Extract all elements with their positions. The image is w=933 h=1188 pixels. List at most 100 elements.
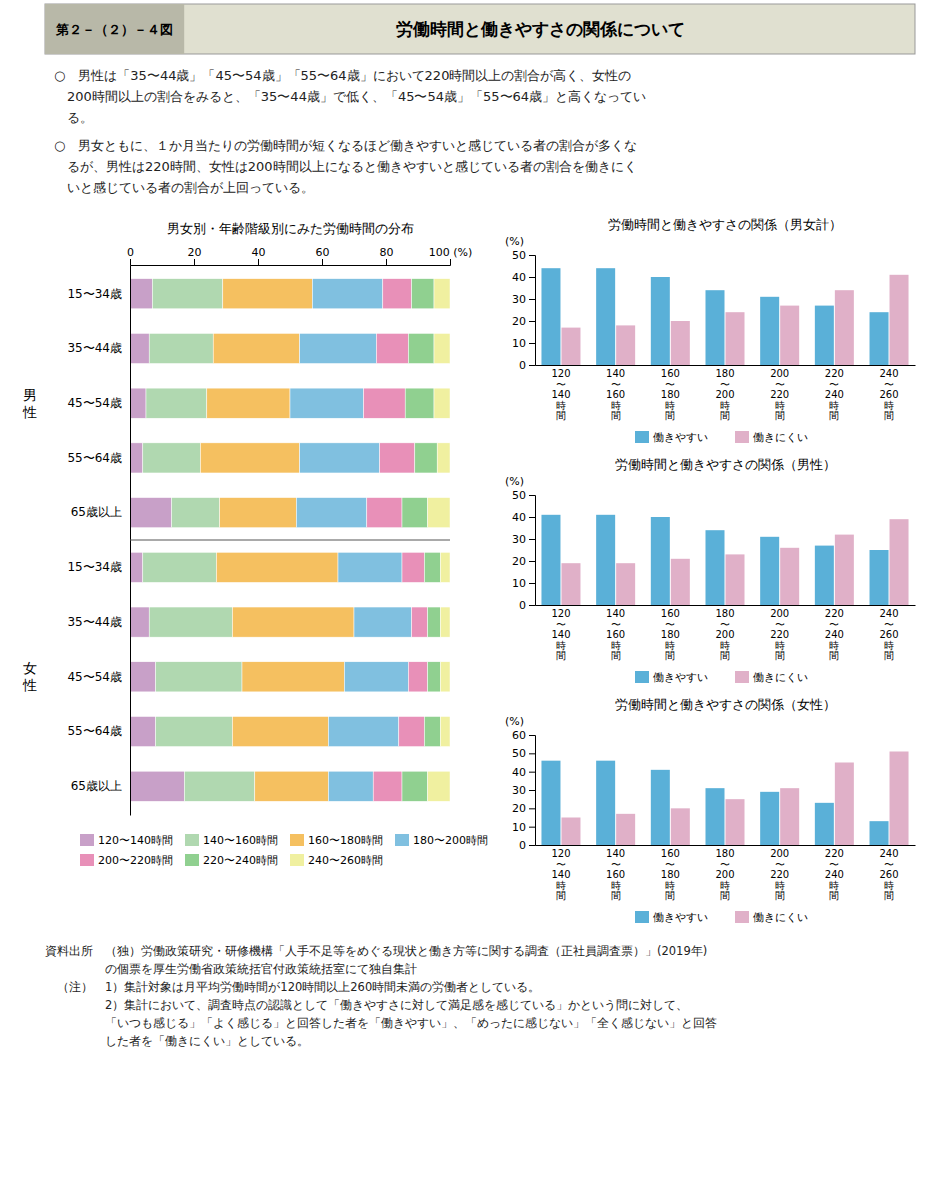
tick-label: 50 xyxy=(512,249,526,262)
legend-label: 160〜180時間 xyxy=(308,834,383,847)
tick: 140〜160時間 xyxy=(606,365,625,421)
tick-label: 10 xyxy=(512,821,526,834)
bar xyxy=(143,552,217,582)
chart-root: 第２－（２）－４図労働時間と働きやすさの関係について○ 男性は「35〜44歳」「… xyxy=(0,0,933,1188)
bar xyxy=(213,333,299,363)
text-line: 240 xyxy=(825,389,844,400)
bar xyxy=(561,328,580,365)
tick-mark xyxy=(529,808,535,809)
tick-label: 60 xyxy=(316,246,330,259)
legend-label: 働きにくい xyxy=(753,671,808,684)
text-line: 間 xyxy=(775,650,785,661)
tick-label: 60 xyxy=(512,729,526,742)
tick-mark xyxy=(529,827,535,828)
tick-label: 40 xyxy=(512,271,526,284)
text-line: 間 xyxy=(720,890,730,901)
bar xyxy=(143,443,201,473)
bar xyxy=(328,771,373,801)
text-line: 200 xyxy=(770,368,789,379)
text-line: 女 xyxy=(23,660,37,676)
text-line: 時 xyxy=(884,400,894,411)
bar xyxy=(428,498,450,528)
x-axis: 120〜140時間140〜160時間160〜180時間180〜200時間200〜… xyxy=(536,845,916,901)
bar xyxy=(815,306,834,365)
text-line: るが、男性は220時間、女性は200時間以上になると働きやすいと感じている者の割… xyxy=(54,159,637,174)
tick-mark xyxy=(529,343,535,344)
text-line: 間 xyxy=(884,410,894,421)
tick-label: 20 xyxy=(188,246,202,259)
bar xyxy=(200,443,299,473)
tick-label: 200〜220時間 xyxy=(770,368,789,421)
bar xyxy=(780,548,799,605)
legend-item: 120〜140時間 xyxy=(80,834,173,847)
bar xyxy=(651,517,670,605)
bar xyxy=(405,388,434,418)
tick: 0 xyxy=(519,839,535,852)
bar xyxy=(130,662,156,692)
tick-label: 35〜44歳 xyxy=(67,615,122,629)
bar-series xyxy=(561,752,908,846)
plot-area xyxy=(541,752,908,846)
text-line: 160 xyxy=(661,848,680,859)
bar xyxy=(651,277,670,365)
bar xyxy=(726,554,745,605)
text-line: 時 xyxy=(829,400,839,411)
tick: 10 xyxy=(512,337,535,350)
bar xyxy=(424,552,440,582)
tick: 35〜44歳 xyxy=(67,341,130,355)
bar xyxy=(130,607,149,637)
bar xyxy=(380,443,415,473)
text-line: 資料出所 （独）労働政策研究・研修機構「人手不足等をめぐる現状と働き方等に関する… xyxy=(45,944,707,958)
tick-label: 30 xyxy=(512,293,526,306)
bar xyxy=(300,443,380,473)
text-line: 240 xyxy=(879,608,898,619)
text-line: 140 xyxy=(606,368,625,379)
bar xyxy=(354,607,412,637)
legend-swatch xyxy=(80,834,94,846)
tick: 180〜200時間 xyxy=(715,845,734,901)
bar xyxy=(130,771,184,801)
bar xyxy=(760,537,779,605)
y-axis-label: (%) xyxy=(505,475,524,488)
text-line: 220 xyxy=(770,629,789,640)
axis-line xyxy=(536,365,916,366)
text-line: 時 xyxy=(884,640,894,651)
bar xyxy=(596,268,615,365)
tick: 10 xyxy=(512,821,535,834)
legend: 働きやすい働きにくい xyxy=(635,671,808,684)
text-line: 240 xyxy=(879,368,898,379)
text-line: 〜 xyxy=(884,379,894,390)
tick: 35〜44歳 xyxy=(67,615,130,629)
y-axis: 01020304050 xyxy=(512,249,536,372)
bar xyxy=(367,498,402,528)
bar xyxy=(671,321,690,365)
bar xyxy=(440,607,450,637)
text-line: 260 xyxy=(879,389,898,400)
bar xyxy=(760,792,779,845)
text-line: 〜 xyxy=(884,859,894,870)
legend: 働きやすい働きにくい xyxy=(635,911,808,924)
tick-mark xyxy=(386,259,387,265)
text-line: 間 xyxy=(829,890,839,901)
bar xyxy=(434,388,450,418)
tick-label: 20 xyxy=(512,555,526,568)
text-line: る。 xyxy=(54,110,93,125)
bar xyxy=(242,662,344,692)
bar xyxy=(870,312,889,365)
tick: 180〜200時間 xyxy=(715,605,734,661)
tick: 55〜64歳 xyxy=(67,724,130,738)
tick-label: 140〜160時間 xyxy=(606,848,625,901)
bar-series xyxy=(561,519,908,605)
bar xyxy=(223,279,313,309)
text-line: 〜 xyxy=(720,379,730,390)
text-line: 〜 xyxy=(556,619,566,630)
tick: 45〜54歳 xyxy=(67,670,130,684)
text-line: 120 xyxy=(551,848,570,859)
bar xyxy=(760,297,779,365)
header: 第２－（２）－４図労働時間と働きやすさの関係について xyxy=(45,4,915,54)
tick-label: 0 xyxy=(519,599,526,612)
tick: 100 (%) xyxy=(429,246,473,265)
text-line: 180 xyxy=(661,869,680,880)
tick-label: 0 xyxy=(519,359,526,372)
text-line: 140 xyxy=(551,869,570,880)
